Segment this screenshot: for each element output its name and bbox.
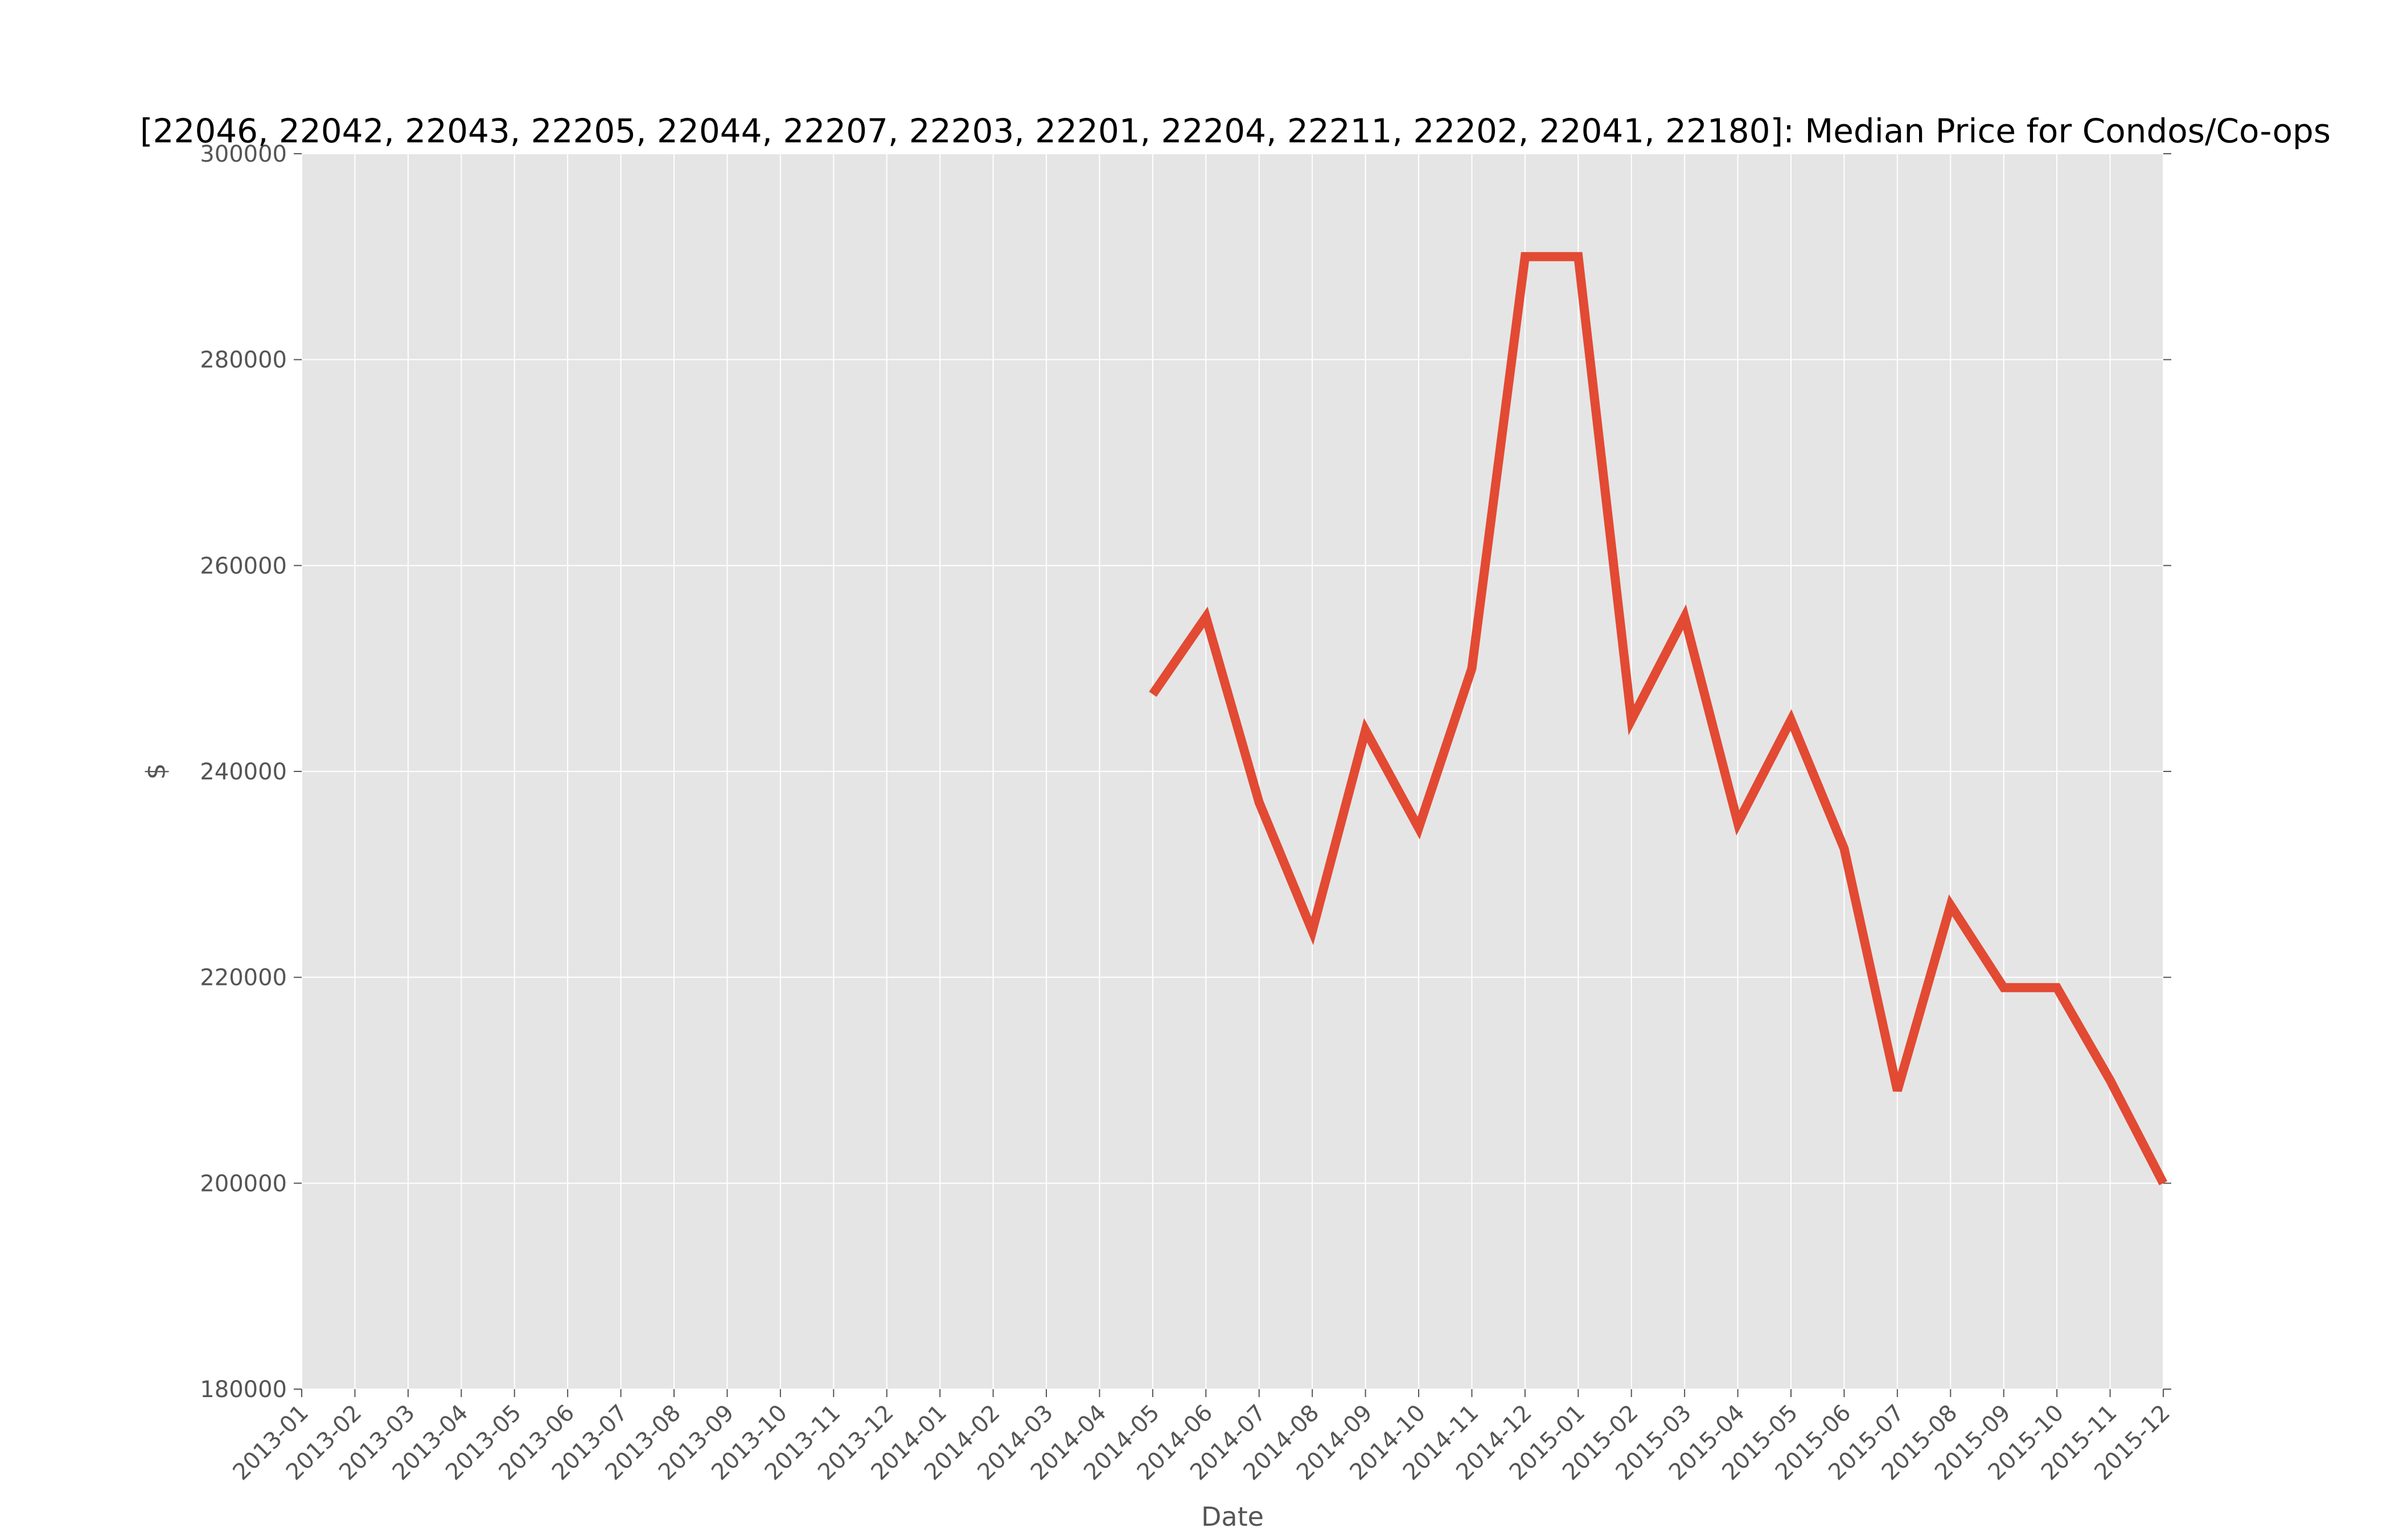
y-axis-label: $: [141, 763, 171, 779]
y-tick-label: 240000: [200, 759, 287, 785]
series-line: [1149, 252, 2168, 1185]
y-gridlines: [302, 153, 2163, 1390]
y-tick-label: 180000: [200, 1377, 287, 1403]
y-tick-label: 300000: [200, 141, 287, 167]
axis-ticks: [294, 153, 2171, 1397]
y-tick-labels: 180000 200000 220000 240000 260000 280000 3000…: [200, 141, 287, 1403]
x-tick-labels: 2013-012013-022013-032013-042013-052013-…: [228, 1400, 2175, 1486]
y-tick-label: 260000: [200, 553, 287, 579]
x-axis-label: Date: [1201, 1501, 1264, 1532]
y-tick-label: 220000: [200, 965, 287, 991]
series-group: [1149, 252, 2168, 1185]
chart-title: [22046, 22042, 22043, 22205, 22044, 2220…: [140, 112, 2331, 150]
y-tick-label: 280000: [200, 347, 287, 373]
y-tick-label: 200000: [200, 1171, 287, 1197]
